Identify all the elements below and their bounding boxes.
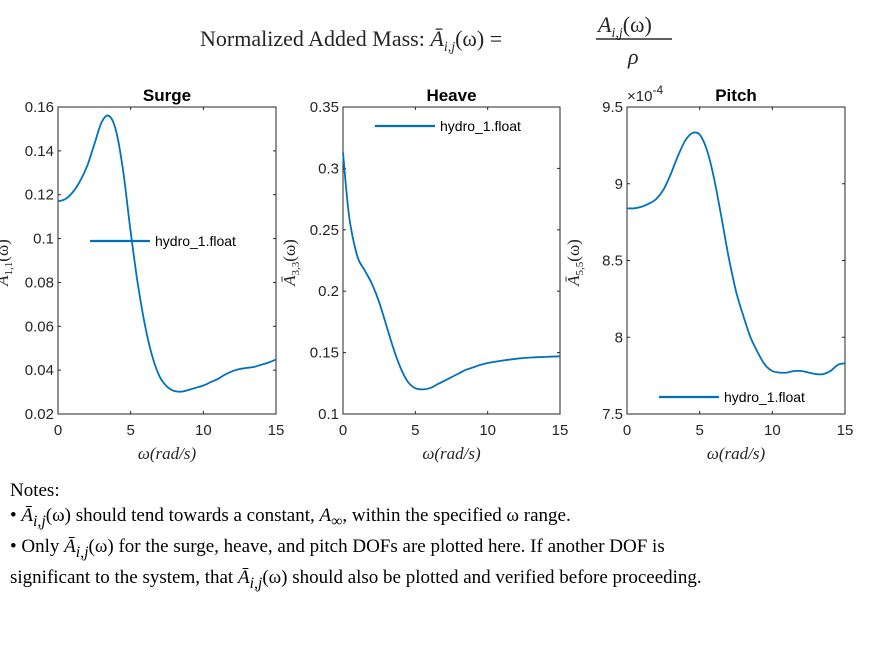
pitch-exponent-label: ×10-4	[627, 83, 663, 105]
heave-ytick-label: 0.1	[318, 406, 339, 423]
heave-ylabel-arg: (ω)	[280, 239, 299, 262]
figure-title-lhs: Ā	[428, 26, 444, 51]
surge-ytick-label: 0.16	[25, 99, 54, 116]
pitch-xtick-label: 10	[764, 422, 781, 439]
heave-legend-label: hydro_1.float	[440, 118, 521, 134]
surge-series-line-0	[57, 114, 277, 393]
notes-line-1-sub: i,j	[33, 512, 46, 530]
notes-line-2: • Only Āi,j(ω) for the surge, heave, and…	[10, 534, 870, 565]
notes-line-2-symbol: Ā	[64, 535, 76, 557]
notes-line-1-const-sub: ∞	[331, 512, 343, 530]
heave-xtick-label: 5	[411, 422, 419, 439]
surge-ytick-label: 0.12	[25, 187, 54, 204]
surge-xtick-label: 10	[195, 422, 212, 439]
figure-title-lhs-sub: i,j	[444, 40, 455, 55]
pitch-ylabel: Ā5,5(ω)	[564, 239, 586, 287]
surge-title: Surge	[143, 86, 191, 105]
pitch-xtick-label: 0	[623, 422, 631, 439]
notes-line-3-sub: i,j	[249, 574, 263, 592]
pitch-ytick-label: 9.5	[602, 99, 623, 116]
pitch-xtick-label: 5	[695, 422, 703, 439]
pitch-exponent-base: ×10	[627, 88, 652, 105]
svg-text:Ai,j(ω): Ai,j(ω)	[596, 12, 652, 41]
pitch-series-line-0	[626, 131, 846, 376]
pitch-axes-box	[626, 106, 846, 415]
figure-title: Normalized Added Mass: Āi,j(ω) = Ai,j(ω)…	[200, 12, 672, 69]
notes-heading: Notes:	[10, 480, 60, 501]
heave-ylabel-base: Ā	[280, 275, 299, 287]
surge-ylabel: Ā1,1(ω)	[0, 239, 15, 287]
notes-line-2-arg: (ω)	[88, 535, 114, 557]
surge-xlabel: ω(rad/s)	[138, 444, 197, 463]
notes-line-2-text: for the surge, heave, and pitch DOFs are…	[113, 535, 665, 557]
pitch-ylabel-base: Ā	[564, 275, 583, 287]
surge-axes-box	[57, 106, 277, 415]
notes-section: Notes: • Āi,j(ω) should tend towards a c…	[10, 478, 870, 595]
heave-ylabel-sub: 3,3	[290, 261, 302, 275]
surge-panel: Surge 0 5 10 15 0.02 0.04 0.06 0.08 0.1 0.12 0.14 0.…	[0, 86, 284, 463]
notes-line-3-text-start: significant to the system, that	[10, 566, 238, 588]
notes-line-1: • Āi,j(ω) should tend towards a constant…	[10, 503, 870, 534]
notes-line-1-tail: , within the specified ω range.	[342, 505, 571, 526]
pitch-exponent-power: -4	[652, 83, 663, 97]
heave-xtick-label: 10	[479, 422, 496, 439]
heave-ytick-label: 0.25	[310, 222, 339, 239]
surge-ylabel-sub: 1,1	[3, 262, 15, 276]
pitch-xlabel: ω(rad/s)	[707, 444, 766, 463]
pitch-xtick-label: 15	[837, 422, 854, 439]
pitch-ylabel-sub: 5,5	[574, 261, 586, 275]
pitch-legend-label: hydro_1.float	[724, 389, 805, 405]
pitch-ytick-label: 9	[615, 176, 623, 193]
surge-ytick-label: 0.06	[25, 318, 54, 335]
surge-ylabel-base: Ā	[0, 275, 12, 287]
heave-ytick-label: 0.3	[318, 160, 339, 177]
surge-xtick-label: 5	[126, 422, 134, 439]
heave-ytick-label: 0.2	[318, 283, 339, 300]
figure-title-num: A	[596, 12, 612, 37]
heave-axes-box	[342, 106, 561, 415]
notes-line-2-bullet: • Only	[10, 535, 65, 557]
notes-line-3-symbol: Ā	[237, 566, 250, 588]
heave-panel: Heave 0 5 10 15 0.1 0.15 0.2 0.25 0.3 0.35 ω(rad/s)…	[280, 86, 568, 463]
heave-xtick-label: 0	[339, 422, 347, 439]
notes-line-1-arg: (ω)	[45, 505, 71, 526]
notes-line-3-text: should also be plotted and verified befo…	[287, 566, 702, 588]
surge-ytick-label: 0.14	[25, 143, 54, 160]
pitch-panel: Pitch 0 5 10 15 7.5 8 8.5 9 9.5×10-4 ω(rad/s) Ā5,5(…	[564, 83, 853, 463]
figure-title-den: ρ	[627, 44, 639, 69]
figure-title-text: Normalized Added Mass:	[200, 26, 430, 51]
surge-ytick-label: 0.08	[25, 274, 54, 291]
notes-line-1-text: should tend towards a constant,	[70, 505, 320, 526]
heave-xlabel: ω(rad/s)	[422, 444, 481, 463]
surge-xtick-label: 15	[268, 422, 285, 439]
pitch-ytick-label: 8	[615, 329, 623, 346]
heave-ytick-label: 0.15	[310, 345, 339, 362]
figure-title-num-arg: (ω)	[623, 12, 652, 37]
pitch-ytick-label: 8.5	[602, 253, 623, 270]
heave-series-line-0	[342, 152, 561, 391]
svg-text:Normalized Added Mass: Āi,j(ω): Normalized Added Mass: Āi,j(ω) =	[200, 26, 502, 55]
notes-line-3-arg: (ω)	[262, 566, 288, 588]
heave-ytick-label: 0.35	[310, 99, 339, 116]
notes-line-3: significant to the system, that Āi,j(ω) …	[10, 565, 870, 596]
figure-title-lhs-arg: (ω) =	[455, 26, 502, 51]
notes-line-1-const: A	[319, 505, 332, 526]
surge-xtick-label: 0	[54, 422, 62, 439]
notes-line-1-symbol: Ā	[21, 505, 34, 526]
pitch-ytick-label: 7.5	[602, 406, 623, 423]
figure-title-num-sub: i,j	[611, 26, 622, 41]
surge-ytick-label: 0.04	[25, 362, 54, 379]
surge-legend-label: hydro_1.float	[155, 233, 236, 249]
notes-line-1-bullet: •	[10, 505, 22, 526]
heave-title: Heave	[426, 86, 476, 105]
notes-line-2-sub: i,j	[75, 543, 89, 561]
heave-xtick-label: 15	[552, 422, 569, 439]
surge-ytick-label: 0.02	[25, 406, 54, 423]
pitch-ylabel-arg: (ω)	[564, 239, 583, 262]
surge-ylabel-arg: (ω)	[0, 239, 12, 262]
heave-ylabel: Ā3,3(ω)	[280, 239, 302, 287]
pitch-title: Pitch	[715, 86, 757, 105]
surge-ytick-label: 0.1	[33, 231, 54, 248]
